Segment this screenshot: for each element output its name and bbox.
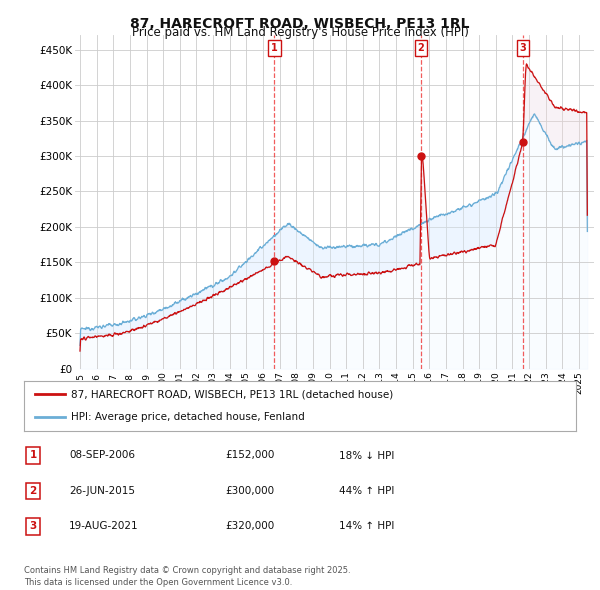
- Text: 26-JUN-2015: 26-JUN-2015: [69, 486, 135, 496]
- Text: Contains HM Land Registry data © Crown copyright and database right 2025.
This d: Contains HM Land Registry data © Crown c…: [24, 566, 350, 587]
- Text: 3: 3: [29, 522, 37, 531]
- Text: 19-AUG-2021: 19-AUG-2021: [69, 522, 139, 531]
- Text: Price paid vs. HM Land Registry's House Price Index (HPI): Price paid vs. HM Land Registry's House …: [131, 26, 469, 39]
- Text: £300,000: £300,000: [225, 486, 274, 496]
- Text: 44% ↑ HPI: 44% ↑ HPI: [339, 486, 394, 496]
- Text: 08-SEP-2006: 08-SEP-2006: [69, 451, 135, 460]
- Text: 14% ↑ HPI: 14% ↑ HPI: [339, 522, 394, 531]
- Text: 87, HARECROFT ROAD, WISBECH, PE13 1RL: 87, HARECROFT ROAD, WISBECH, PE13 1RL: [130, 17, 470, 31]
- Text: 18% ↓ HPI: 18% ↓ HPI: [339, 451, 394, 460]
- Text: £320,000: £320,000: [225, 522, 274, 531]
- Text: HPI: Average price, detached house, Fenland: HPI: Average price, detached house, Fenl…: [71, 412, 305, 422]
- Text: 2: 2: [418, 43, 424, 53]
- Text: 87, HARECROFT ROAD, WISBECH, PE13 1RL (detached house): 87, HARECROFT ROAD, WISBECH, PE13 1RL (d…: [71, 389, 393, 399]
- Text: 1: 1: [29, 451, 37, 460]
- Text: £152,000: £152,000: [225, 451, 274, 460]
- Text: 3: 3: [520, 43, 526, 53]
- Text: 2: 2: [29, 486, 37, 496]
- Text: 1: 1: [271, 43, 278, 53]
